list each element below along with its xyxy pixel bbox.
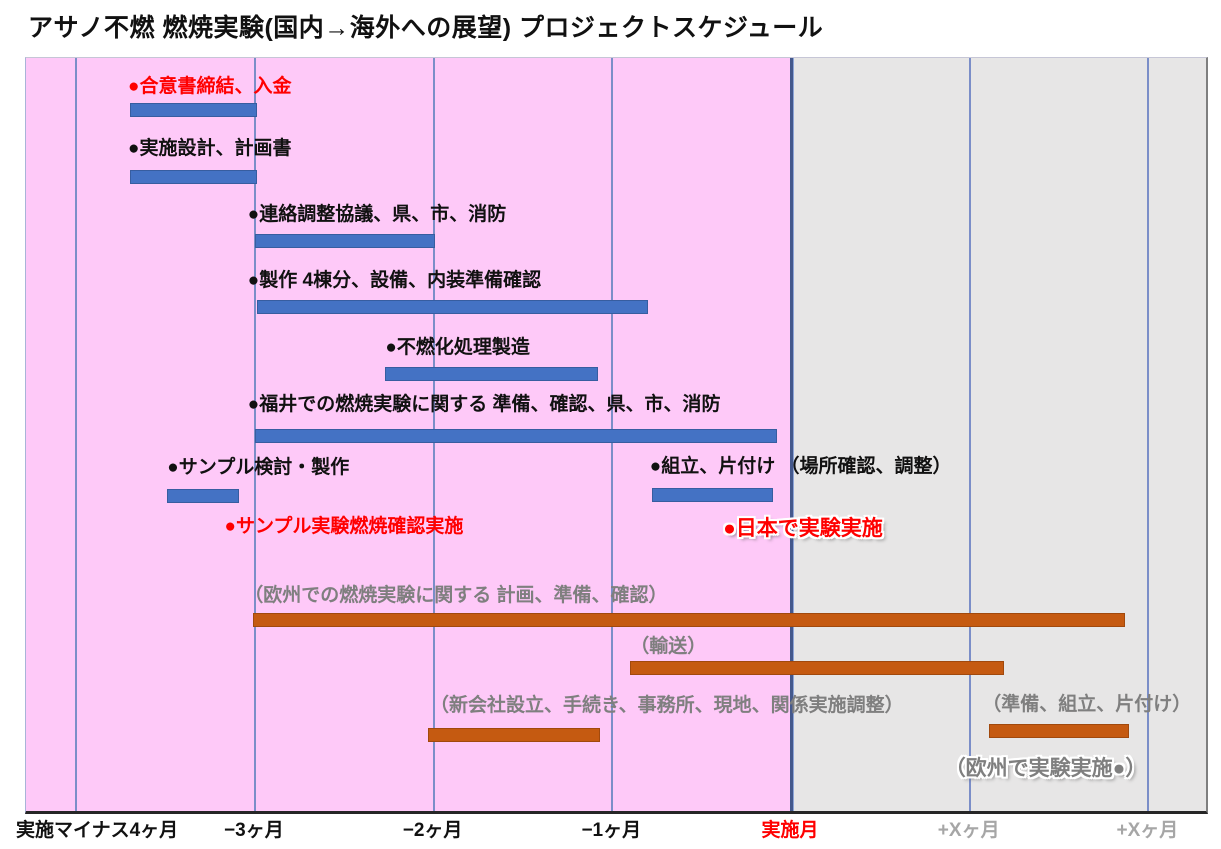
task-label-agreement: ●合意書締結、入金 [128,76,292,97]
month-gridline [968,58,971,811]
axis-tick-execution: 実施月 [761,820,819,841]
month-gridline [1147,58,1150,811]
task-bar-europe-prep [989,724,1129,738]
task-label-design-plan: ●実施設計、計画書 [128,138,292,159]
task-bar-assembly-cleanup [651,488,774,502]
task-label-assembly-cleanup: ●組立、片付け （場所確認、調整） [649,456,952,477]
gantt-chart: ●合意書締結、入金 ●実施設計、計画書 ●連絡調整協議、県、市、消防 ●製作 4棟分、… [25,57,1208,814]
task-label-production: ●製作 4棟分、設備、内装準備確認 [247,270,542,291]
execution-month-boundary-line [789,58,793,811]
axis-tick-minus3: −3ヶ月 [224,820,284,841]
axis-tick-minus4: 実施マイナス4ヶ月 [16,820,179,841]
task-label-europe-test: （欧州で実験実施●） [944,757,1147,780]
task-label-europe-prep: （準備、組立、片付け） [982,694,1192,715]
task-bar-fireproof-processing [385,367,599,381]
task-label-transport: （輸送） [630,636,707,657]
axis-tick-minus1: −1ヶ月 [581,820,642,841]
task-bar-transport [630,661,1004,675]
task-bar-fukui-preparation [254,429,777,443]
task-label-fireproof-processing: ●不燃化処理製造 [385,337,530,358]
month-gridline [75,58,78,811]
task-label-sample-study: ●サンプル検討・製作 [167,457,350,478]
task-bar-design-plan [129,170,257,184]
task-bar-coordination [254,234,436,248]
axis-tick-plus-x-2: +Xヶ月 [1116,820,1179,841]
axis-tick-plus-x-1: +Xヶ月 [937,820,1000,841]
task-bar-agreement [129,103,257,117]
region-overseas-gray [791,58,1206,811]
page-title: アサノ不燃 燃焼実験(国内→海外への展望) プロジェクトスケジュール [28,14,824,42]
task-label-sample-test: ●サンプル実験燃焼確認実施 [224,516,464,537]
axis-tick-minus2: −2ヶ月 [402,820,463,841]
task-label-japan-test: ●日本で実験実施 [723,517,883,540]
task-label-fukui-preparation: ●福井での燃焼実験に関する 準備、確認、県、市、消防 [247,394,721,415]
task-bar-new-company [428,728,600,742]
task-bar-sample-study [167,489,239,503]
x-axis: 実施マイナス4ヶ月 −3ヶ月 −2ヶ月 −1ヶ月 実施月 +Xヶ月 +Xヶ月 [0,813,1221,849]
task-label-new-company: （新会社設立、手続き、事務所、現地、関係実施調整） [430,695,904,716]
task-bar-europe-plan [253,613,1126,627]
task-label-europe-plan: （欧州での燃焼実験に関する 計画、準備、確認） [244,585,668,606]
task-label-coordination: ●連絡調整協議、県、市、消防 [247,204,507,225]
task-bar-production [256,300,649,314]
